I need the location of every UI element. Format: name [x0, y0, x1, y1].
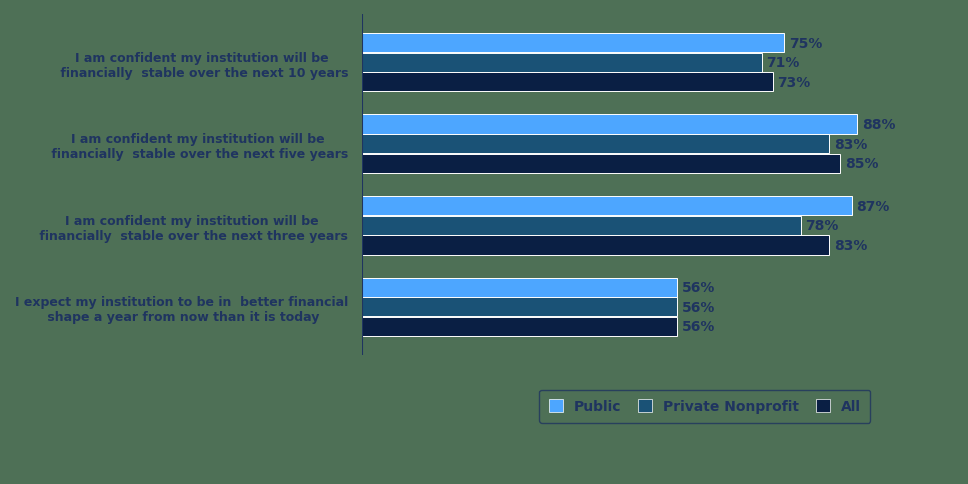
Bar [362, 298, 678, 317]
Bar [362, 216, 802, 235]
Bar [362, 154, 840, 174]
Text: 73%: 73% [777, 76, 810, 90]
Text: 87%: 87% [857, 199, 890, 213]
Text: 83%: 83% [833, 239, 867, 252]
Bar [362, 115, 858, 135]
Bar [362, 236, 830, 255]
Text: 56%: 56% [681, 300, 715, 314]
Legend: Public, Private Nonprofit, All: Public, Private Nonprofit, All [539, 390, 870, 423]
Text: 75%: 75% [789, 36, 822, 50]
Bar [362, 197, 852, 216]
Text: 56%: 56% [681, 281, 715, 295]
Text: 88%: 88% [862, 118, 895, 132]
Text: 56%: 56% [681, 320, 715, 334]
Text: 85%: 85% [845, 157, 878, 171]
Bar [362, 135, 830, 154]
Text: 83%: 83% [833, 137, 867, 151]
Bar [362, 53, 762, 73]
Text: 71%: 71% [767, 56, 800, 70]
Text: 78%: 78% [805, 219, 839, 233]
Bar [362, 317, 678, 336]
Bar [362, 278, 678, 297]
Bar [362, 34, 784, 53]
Bar [362, 73, 772, 92]
